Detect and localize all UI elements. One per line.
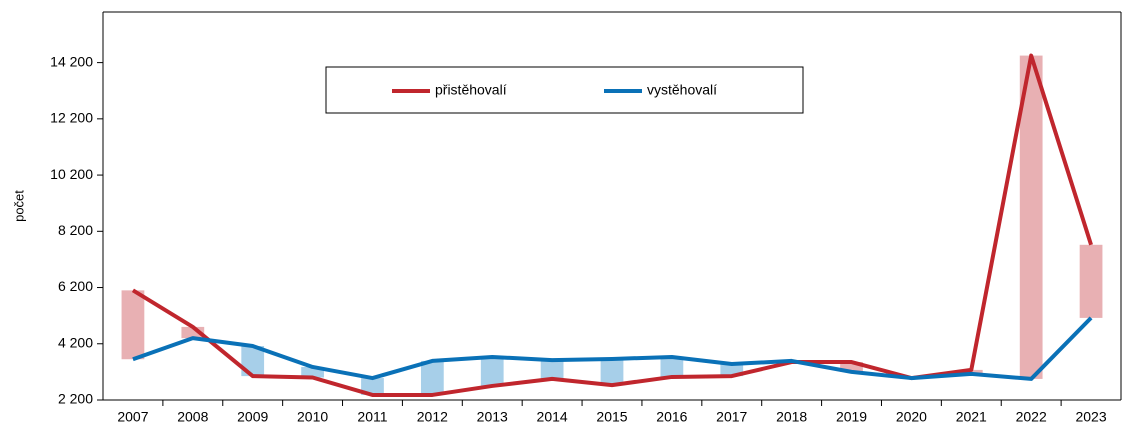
y-tick-label: 14 200: [50, 53, 93, 69]
up-down-bar: [600, 358, 624, 386]
x-tick-label: 2012: [417, 409, 448, 425]
x-tick-label: 2021: [956, 409, 987, 425]
x-tick-label: 2022: [1016, 409, 1047, 425]
x-tick-label: 2016: [656, 409, 687, 425]
x-tick-label: 2014: [537, 409, 568, 425]
y-axis-label: počet: [11, 190, 26, 222]
y-tick-label: 4 200: [58, 334, 93, 350]
x-tick-label: 2020: [896, 409, 927, 425]
x-tick-label: 2010: [297, 409, 328, 425]
up-down-bar: [361, 378, 384, 395]
x-tick-label: 2015: [596, 409, 627, 425]
up-down-bar: [301, 366, 324, 378]
x-tick-label: 2009: [237, 409, 268, 425]
x-tick-label: 2018: [776, 409, 807, 425]
up-down-bar: [241, 346, 265, 377]
up-down-bar: [420, 360, 444, 395]
x-tick-label: 2017: [716, 409, 747, 425]
up-down-bar: [540, 360, 564, 379]
up-down-bar: [121, 290, 145, 360]
y-tick-label: 8 200: [58, 222, 93, 238]
x-tick-label: 2007: [117, 409, 148, 425]
y-tick-label: 2 200: [58, 391, 93, 407]
legend-label: přistěhovalí: [435, 82, 507, 98]
x-tick-label: 2013: [477, 409, 508, 425]
up-down-bar: [1079, 244, 1103, 318]
y-tick-label: 10 200: [50, 166, 93, 182]
line: [132, 316, 1093, 381]
up-down-bar: [840, 362, 863, 372]
x-tick-label: 2011: [357, 409, 387, 425]
legend-label: vystěhovalí: [647, 82, 717, 98]
x-tick-label: 2019: [836, 409, 867, 425]
x-tick-label: 2008: [177, 409, 208, 425]
x-tick-label: 2023: [1075, 409, 1106, 425]
y-tick-label: 12 200: [50, 110, 93, 126]
y-tick-label: 6 200: [58, 278, 93, 294]
up-down-bar: [181, 326, 205, 339]
up-down-bar: [480, 356, 504, 386]
up-down-bar: [1019, 55, 1043, 379]
up-down-bar: [660, 356, 684, 377]
